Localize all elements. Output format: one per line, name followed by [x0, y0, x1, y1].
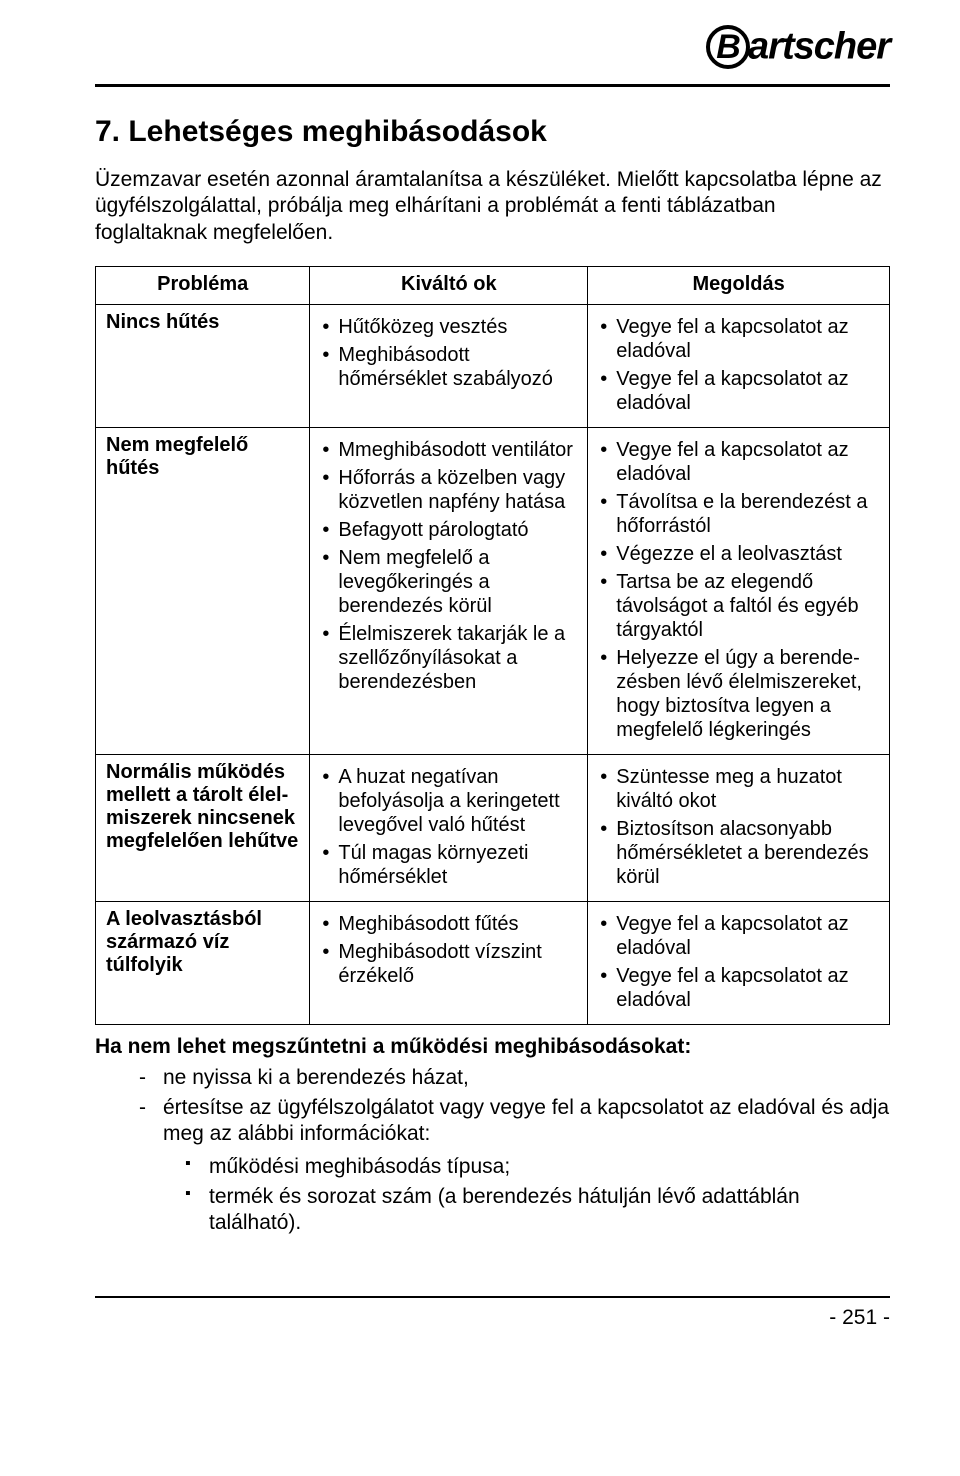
intro-paragraph: Üzemzavar esetén azonnal áramtalanítsa a… — [95, 167, 890, 246]
bottom-divider — [95, 1296, 890, 1298]
square-list: működési meghibásodás típusa; termék és s… — [95, 1154, 890, 1237]
solution-item: Vegye fel a kapcsolatot az eladóval — [598, 315, 879, 363]
table-row: Nincs hűtés Hűtőközeg vesztés Meghibásodot… — [96, 304, 890, 427]
cell-problem: A leolvasztásból származó víz túlfolyik — [96, 901, 310, 1024]
cell-solutions: Szüntesse meg a huzatot kiváltó okotBizt… — [588, 754, 890, 901]
cause-item: Mmeghibásodott ventilátor — [320, 438, 577, 462]
cell-causes: A huzat negatívan befolyásolja a keringe… — [310, 754, 588, 901]
square-item: termék és sorozat szám (a berendezés hát… — [185, 1184, 890, 1237]
cause-item: Nem megfelelő a levegőkeringés a berende… — [320, 546, 577, 618]
cause-item: Befagyott párologtató — [320, 518, 577, 542]
cause-item: Hűtőközeg vesztés — [320, 315, 577, 339]
cell-solutions: Vegye fel a kapcsolatot az eladóvalVegye… — [588, 304, 890, 427]
brand-logo-text: artscher — [748, 25, 890, 67]
cause-item: Meghibásodott vízszint érzékelő — [320, 940, 577, 988]
solution-item: Biztosítson alacsonyabb hőmérsékletet a … — [598, 817, 879, 889]
solution-item: Tartsa be az elegendő távolságot a faltó… — [598, 570, 879, 642]
cell-problem: Normális működés mellett a tárolt élel-m… — [96, 754, 310, 901]
brand-logo: Bartscher — [706, 24, 890, 69]
cell-causes: Meghibásodott fűtés Meghibásodott vízszin… — [310, 901, 588, 1024]
cell-problem: Nem megfelelő hűtés — [96, 427, 310, 754]
solution-item: Szüntesse meg a huzatot kiváltó okot — [598, 765, 879, 813]
cause-item: Hőforrás a közelben vagy közvetlen napfé… — [320, 466, 577, 514]
solution-item: Vegye fel a kapcsolatot az eladóval — [598, 964, 879, 1012]
table-row: A leolvasztásból származó víz túlfolyikM… — [96, 901, 890, 1024]
section-heading: 7. Lehetséges meghibásodások — [95, 115, 890, 149]
brand-logo-b: B — [706, 25, 750, 69]
top-divider — [95, 84, 890, 87]
cause-item: Meghibásodott fűtés — [320, 912, 577, 936]
cause-item: Meghibásodott hőmérséklet szabályozó — [320, 343, 577, 391]
cell-causes: Mmeghibásodott ventilátor Hőforrás a köze… — [310, 427, 588, 754]
solution-item: Távolítsa e la berendezést a hőforrástól — [598, 490, 879, 538]
solution-item: Vegye fel a kapcsolatot az eladóval — [598, 912, 879, 960]
page-number: - 251 - — [95, 1306, 890, 1330]
th-solution: Megoldás — [588, 266, 890, 304]
solution-item: Vegye fel a kapcsolatot az eladóval — [598, 367, 879, 415]
dash-item: értesítse az ügyfélszolgálatot vagy vegy… — [139, 1095, 890, 1148]
th-problem: Probléma — [96, 266, 310, 304]
troubleshooting-table: Probléma Kiváltó ok Megoldás Nincs hűtés… — [95, 266, 890, 1025]
th-cause: Kiváltó ok — [310, 266, 588, 304]
cause-item: Élelmiszerek takarják le a szellőzőnyílá… — [320, 622, 577, 694]
after-table-heading: Ha nem lehet megszűntetni a működési meg… — [95, 1035, 890, 1059]
cell-causes: Hűtőközeg vesztés Meghibásodott hőmérsékl… — [310, 304, 588, 427]
solution-item: Vegye fel a kapcsolatot az eladóval — [598, 438, 879, 486]
solution-item: Helyezze el úgy a berende-zésben lévő él… — [598, 646, 879, 742]
dash-list: ne nyissa ki a berendezés házat, értesíts… — [95, 1065, 890, 1148]
square-item: működési meghibásodás típusa; — [185, 1154, 890, 1180]
solution-item: Végezze el a leolvasztást — [598, 542, 879, 566]
table-row: Nem megfelelő hűtésMmeghibásodott ventil… — [96, 427, 890, 754]
cause-item: Túl magas környezeti hőmérséklet — [320, 841, 577, 889]
table-row: Normális működés mellett a tárolt élel-m… — [96, 754, 890, 901]
cell-problem: Nincs hűtés — [96, 304, 310, 427]
cause-item: A huzat negatívan befolyásolja a keringe… — [320, 765, 577, 837]
cell-solutions: Vegye fel a kapcsolatot az eladóvalTávol… — [588, 427, 890, 754]
dash-item: ne nyissa ki a berendezés házat, — [139, 1065, 890, 1091]
cell-solutions: Vegye fel a kapcsolatot az eladóvalVegye… — [588, 901, 890, 1024]
